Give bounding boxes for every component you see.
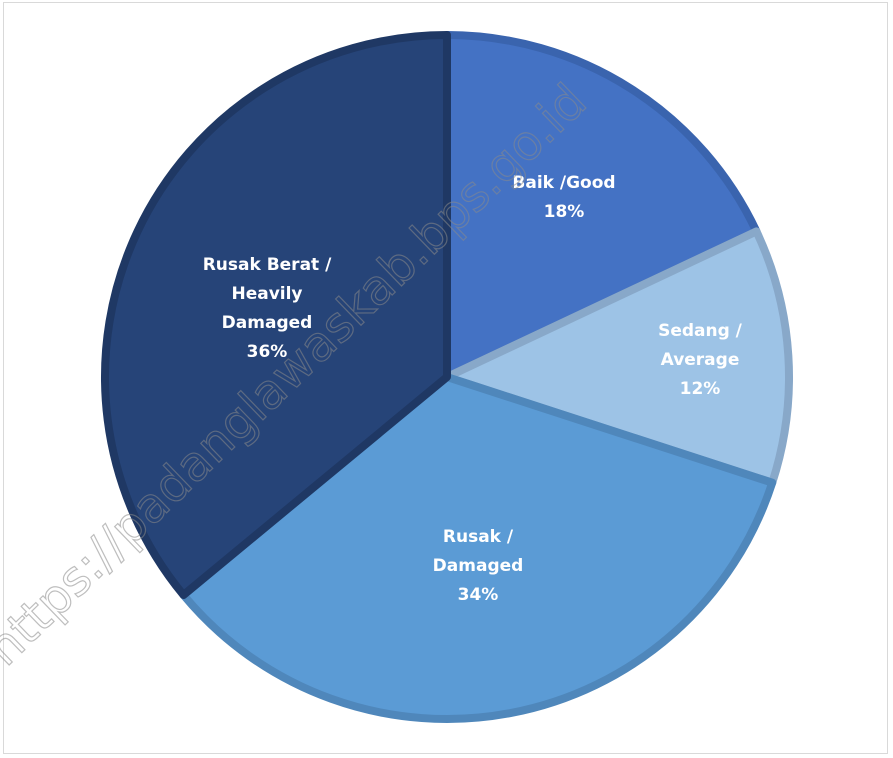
slice-label-line: Damaged <box>433 556 524 576</box>
slice-label-1: Sedang / Average 12% <box>658 321 743 399</box>
slice-label-line: Rusak Berat / <box>203 255 332 275</box>
slice-percent: 34% <box>458 585 499 605</box>
slice-percent: 12% <box>680 379 721 399</box>
slice-label-line: Damaged <box>222 313 313 333</box>
pie-slice-0 <box>443 31 761 381</box>
slice-label-3: Rusak Berat / Heavily Damaged 36% <box>203 255 332 362</box>
slice-label-line: Average <box>661 350 740 370</box>
pie-slices <box>101 31 793 723</box>
slice-label-line: Rusak / <box>443 527 514 547</box>
pie-slice-3 <box>101 31 451 599</box>
pie-slice-2 <box>179 373 777 723</box>
slice-label-2: Rusak / Damaged 34% <box>433 527 524 605</box>
slice-labels: Baik /Good 18% Sedang / Average 12% Rusak / Da… <box>203 173 743 605</box>
slice-label-line: Heavily <box>231 284 302 304</box>
slice-percent: 36% <box>247 342 288 362</box>
slice-percent: 18% <box>544 202 585 222</box>
pie-slice-1 <box>443 227 793 487</box>
slice-label-0: Baik /Good 18% <box>512 173 615 222</box>
slice-label-line: Baik /Good <box>512 173 615 193</box>
slice-label-line: Sedang / <box>658 321 743 341</box>
